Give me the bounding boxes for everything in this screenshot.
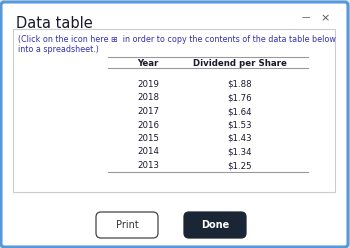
Text: —: — — [302, 13, 310, 22]
Text: Print: Print — [116, 220, 138, 230]
Text: Year: Year — [137, 59, 159, 68]
FancyBboxPatch shape — [184, 212, 246, 238]
Text: $1.76: $1.76 — [228, 93, 252, 102]
Text: 2016: 2016 — [137, 121, 159, 129]
Text: $1.53: $1.53 — [228, 121, 252, 129]
Text: 2015: 2015 — [137, 134, 159, 143]
FancyBboxPatch shape — [96, 212, 158, 238]
Text: 2013: 2013 — [137, 161, 159, 170]
Text: $1.43: $1.43 — [228, 134, 252, 143]
FancyBboxPatch shape — [1, 2, 348, 247]
Text: 2014: 2014 — [137, 148, 159, 156]
FancyBboxPatch shape — [13, 29, 335, 192]
Text: 2018: 2018 — [137, 93, 159, 102]
Text: Done: Done — [201, 220, 229, 230]
Text: 2017: 2017 — [137, 107, 159, 116]
Text: into a spreadsheet.): into a spreadsheet.) — [18, 45, 99, 54]
Text: Data table: Data table — [16, 16, 93, 31]
Text: Dividend per Share: Dividend per Share — [193, 59, 287, 68]
Text: $1.64: $1.64 — [228, 107, 252, 116]
Text: $1.34: $1.34 — [228, 148, 252, 156]
Text: (Click on the icon here ⊞  in order to copy the contents of the data table below: (Click on the icon here ⊞ in order to co… — [18, 35, 336, 44]
Text: 2019: 2019 — [137, 80, 159, 89]
Text: $1.25: $1.25 — [228, 161, 252, 170]
Text: ×: × — [320, 13, 329, 23]
Text: $1.88: $1.88 — [228, 80, 252, 89]
